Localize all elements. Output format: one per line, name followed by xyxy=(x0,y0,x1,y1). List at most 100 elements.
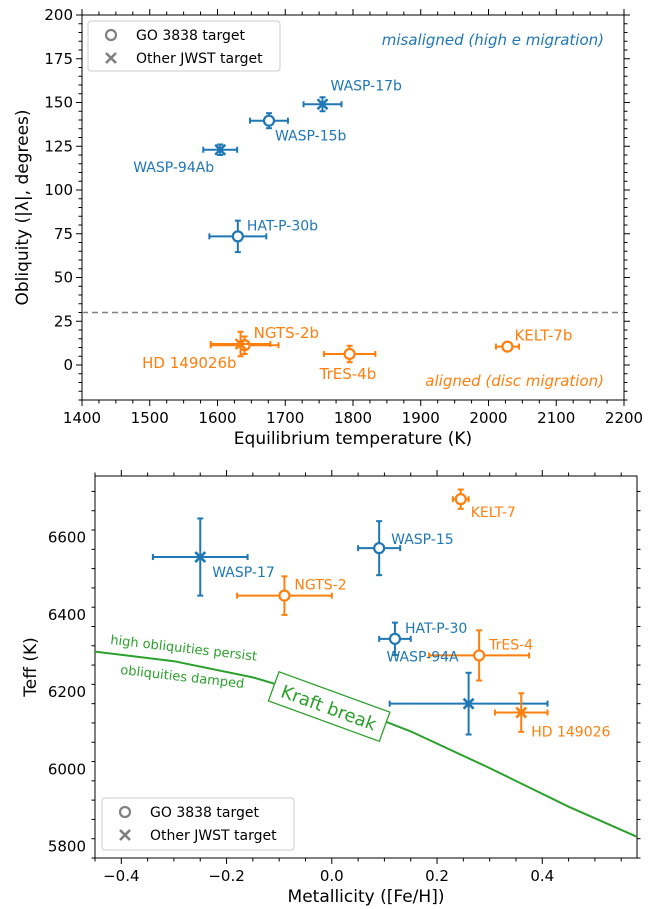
data-point: HAT-P-30b xyxy=(208,218,318,254)
x-marker xyxy=(462,697,475,710)
x-tick-label: 1400 xyxy=(63,409,101,427)
point-label: HD 149026 xyxy=(531,725,610,741)
x-axis-label: Metallicity ([Fe/H]) xyxy=(288,887,445,907)
y-axis-label: Teff (K) xyxy=(21,637,41,697)
point-label: WASP-17b xyxy=(331,78,403,94)
data-point: WASP-94A xyxy=(386,650,549,736)
circle-marker xyxy=(343,347,356,361)
data-point: KELT-7b xyxy=(494,327,572,353)
data-point: WASP-15b xyxy=(249,112,347,145)
upper-region-label: high obliquities persist xyxy=(110,633,258,665)
point-label: HD 149026b xyxy=(142,354,236,372)
legend-circle-marker xyxy=(118,805,132,819)
plot-frame xyxy=(94,475,638,859)
data-point: HAT-P-30 xyxy=(378,621,467,657)
data-point: TrES-4 xyxy=(428,629,533,682)
data-point: WASP-15 xyxy=(357,520,454,577)
circle-marker xyxy=(454,493,467,506)
legend-box xyxy=(101,797,295,851)
x-marker xyxy=(234,338,247,350)
y-tick-label: 6400 xyxy=(48,606,86,624)
x-tick-label: 0.0 xyxy=(320,867,344,885)
data-point: KELT-7 xyxy=(451,488,516,521)
legend-label: Other JWST target xyxy=(150,828,277,844)
point-label: NGTS-2 xyxy=(294,578,346,594)
y-tick-label: 0 xyxy=(63,356,73,374)
x-tick-label: 2100 xyxy=(537,409,575,427)
point-label: KELT-7b xyxy=(514,327,572,345)
circle-marker xyxy=(231,230,244,243)
circle-marker xyxy=(501,340,514,353)
point-label: HAT-P-30 xyxy=(405,621,467,637)
point-label: WASP-15b xyxy=(275,129,347,145)
y-tick-label: 75 xyxy=(54,225,73,243)
y-tick-label: 6200 xyxy=(48,683,86,701)
y-tick-label: 6600 xyxy=(48,529,86,547)
x-tick-label: 1800 xyxy=(334,409,372,427)
y-tick-label: 125 xyxy=(44,137,73,155)
point-label: WASP-15 xyxy=(391,532,454,548)
data-point: HD 149026b xyxy=(142,330,272,372)
legend-x-marker xyxy=(119,829,131,841)
x-tick-label: 2200 xyxy=(605,409,643,427)
x-tick-label: 0.4 xyxy=(530,867,554,885)
circle-marker xyxy=(373,542,386,555)
data-point: WASP-17b xyxy=(302,78,403,113)
teff-vs-metallicity-chart: −0.4 −0.2 0.0 0.2 0.4 5800 6000 6200 6400 6600 Met… xyxy=(21,470,641,907)
data-point: WASP-94Ab xyxy=(133,143,239,176)
data-point: TrES-4b xyxy=(319,344,377,383)
kraft-break-callout: Kraft break xyxy=(267,670,391,743)
y-tick-label: 5800 xyxy=(48,837,86,855)
legend: GO 3838 target Other JWST target xyxy=(101,797,295,851)
circle-marker xyxy=(278,589,291,602)
legend-circle-marker xyxy=(104,28,118,42)
legend-label: Other JWST target xyxy=(136,51,263,67)
x-tick-label: −0.2 xyxy=(208,867,244,885)
kraft-break-box xyxy=(267,670,391,743)
point-label: TrES-4 xyxy=(488,637,533,653)
data-point: NGTS-2b xyxy=(209,324,319,355)
point-label: WASP-94A xyxy=(386,650,459,666)
lower-region-label: obliquities damped xyxy=(120,663,245,692)
y-tick-label: 200 xyxy=(44,6,73,24)
x-marker xyxy=(316,98,329,111)
point-label: TrES-4b xyxy=(319,365,377,383)
obliquity-vs-temperature-chart: 1400 1500 1600 1700 1800 1900 2000 2100 2200 0 25 5… xyxy=(13,6,643,449)
point-label: NGTS-2b xyxy=(254,324,319,342)
point-label: KELT-7 xyxy=(471,505,516,521)
data-point: HD 149026 xyxy=(493,692,611,741)
x-tick-label: 2000 xyxy=(469,409,507,427)
data-point: WASP-17 xyxy=(151,517,275,597)
x-marker xyxy=(515,706,528,719)
point-label: WASP-17 xyxy=(212,565,275,581)
y-tick-label: 6000 xyxy=(48,760,86,778)
x-tick-label: 1700 xyxy=(266,409,304,427)
data-point: NGTS-2 xyxy=(236,575,347,616)
legend-x-marker xyxy=(105,52,117,64)
circle-marker xyxy=(388,632,402,645)
point-label: HAT-P-30b xyxy=(247,218,318,234)
y-tick-label: 175 xyxy=(44,50,73,68)
point-label: WASP-94Ab xyxy=(133,160,214,176)
y-tick-label: 50 xyxy=(54,269,73,287)
x-tick-label: 0.2 xyxy=(425,867,449,885)
x-tick-label: 1600 xyxy=(198,409,236,427)
circle-marker xyxy=(262,114,276,127)
x-axis-label: Equilibrium temperature (K) xyxy=(234,429,472,449)
y-tick-label: 25 xyxy=(54,312,73,330)
x-tick-label: 1900 xyxy=(402,409,440,427)
x-tick-label: 1500 xyxy=(131,409,169,427)
legend-label: GO 3838 target xyxy=(150,805,259,821)
y-tick-label: 100 xyxy=(44,181,73,199)
circle-marker xyxy=(473,649,486,662)
x-marker xyxy=(214,143,227,156)
legend-label: GO 3838 target xyxy=(136,28,245,44)
x-marker xyxy=(194,551,207,563)
y-tick-label: 150 xyxy=(44,94,73,112)
y-axis-label: Obliquity (|λ|, degrees) xyxy=(13,109,33,305)
legend: GO 3838 target Other JWST target xyxy=(87,20,281,72)
misaligned-annotation: misaligned (high e migration) xyxy=(382,31,604,49)
x-tick-label: −0.4 xyxy=(103,867,139,885)
aligned-annotation: aligned (disc migration) xyxy=(425,372,604,390)
